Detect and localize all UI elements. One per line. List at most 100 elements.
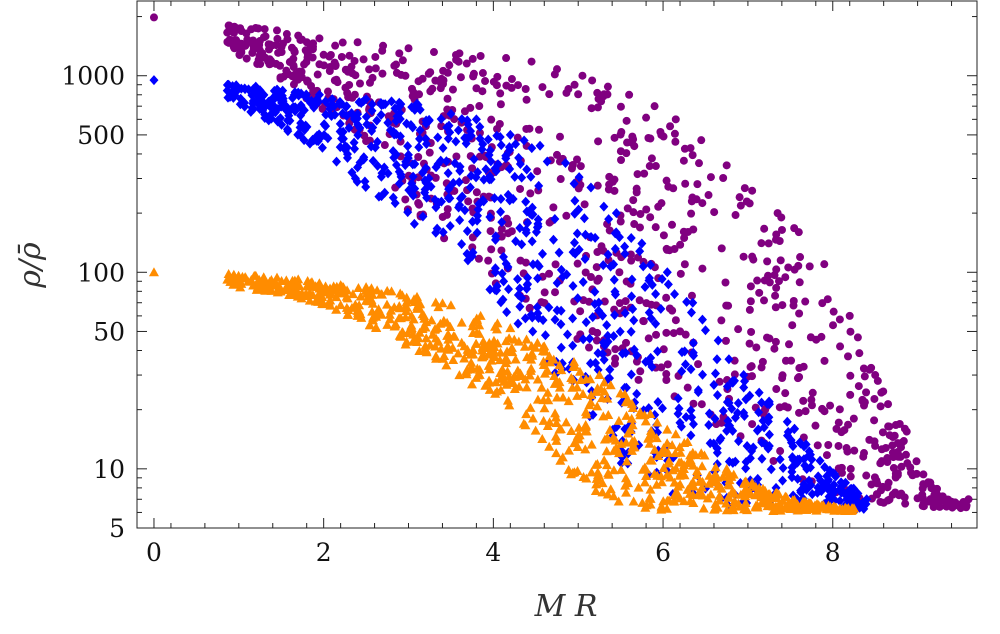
blue-data-point	[610, 309, 620, 320]
purple-data-point	[721, 336, 730, 345]
orange-data-point	[431, 353, 442, 363]
purple-data-point	[632, 184, 641, 193]
purple-data-point	[249, 45, 258, 54]
blue-data-point	[700, 325, 710, 336]
purple-data-point	[415, 90, 424, 99]
purple-data-point	[765, 334, 774, 343]
orange-data-point	[602, 489, 613, 499]
blue-data-point	[609, 274, 619, 285]
orange-data-point	[733, 498, 744, 508]
orange-data-point	[690, 450, 701, 460]
orange-data-point	[354, 300, 365, 310]
purple-data-point	[829, 307, 838, 316]
orange-data-point	[599, 386, 610, 396]
purple-data-point	[837, 468, 846, 477]
purple-data-point	[294, 69, 303, 78]
purple-data-point	[721, 278, 730, 287]
orange-data-point	[580, 419, 591, 429]
purple-data-point	[683, 383, 692, 392]
purple-data-point	[777, 213, 786, 222]
blue-data-point	[573, 293, 583, 304]
blue-data-point	[687, 412, 697, 423]
purple-data-point	[551, 288, 560, 297]
blue-data-point	[686, 405, 696, 416]
purple-data-point	[578, 71, 587, 80]
orange-data-point	[444, 321, 455, 331]
orange-data-point	[580, 444, 591, 454]
purple-data-point	[308, 45, 317, 54]
purple-data-point	[549, 203, 558, 212]
orange-data-point	[670, 429, 681, 439]
purple-data-point	[456, 73, 465, 82]
blue-data-point	[527, 236, 537, 247]
purple-data-point	[468, 204, 477, 213]
y-tick-label: 5	[109, 514, 125, 543]
blue-data-point	[466, 126, 476, 137]
orange-data-point	[510, 354, 521, 364]
orange-data-point	[669, 496, 680, 506]
orange-data-point	[675, 447, 686, 457]
blue-data-point	[370, 142, 380, 153]
orange-data-point	[536, 382, 547, 392]
purple-data-point	[475, 128, 484, 137]
blue-data-point	[296, 118, 306, 129]
blue-data-point	[444, 120, 454, 131]
plot-frame	[136, 0, 978, 529]
purple-data-point	[748, 420, 757, 429]
blue-data-point	[451, 136, 461, 147]
blue-data-point	[615, 326, 625, 337]
blue-data-point	[626, 369, 636, 380]
purple-data-point	[308, 53, 317, 62]
purple-data-point	[873, 376, 882, 385]
blue-data-point	[740, 376, 750, 387]
blue-data-point	[788, 441, 798, 452]
blue-data-point	[712, 354, 722, 365]
purple-data-point	[600, 297, 609, 306]
purple-data-point	[694, 159, 703, 168]
purple-data-point	[935, 502, 944, 511]
blue-data-point	[552, 278, 562, 289]
blue-data-point	[724, 354, 734, 365]
orange-data-point	[586, 390, 597, 400]
purple-data-point	[594, 274, 603, 283]
blue-data-point	[499, 276, 509, 287]
blue-data-point	[626, 232, 636, 243]
axis-tick-labels: 0 2 4 6 8 5 10 50 100 500 1000	[61, 62, 840, 567]
orange-data-point	[382, 285, 393, 295]
blue-data-point	[656, 303, 666, 314]
purple-data-point	[844, 352, 853, 361]
orange-data-point	[670, 463, 681, 473]
blue-data-point	[653, 397, 663, 408]
blue-data-point	[747, 446, 757, 457]
blue-data-point	[651, 318, 661, 329]
blue-data-point	[603, 330, 613, 341]
orange-data-point	[341, 291, 352, 301]
blue-data-point	[764, 412, 774, 423]
blue-data-point	[829, 479, 839, 490]
purple-data-point	[588, 76, 597, 85]
blue-data-point	[475, 121, 485, 132]
purple-data-point	[610, 133, 619, 142]
purple-data-point	[521, 85, 530, 94]
blue-data-point	[778, 475, 788, 486]
orange-data-point	[750, 481, 761, 491]
orange-data-point	[613, 448, 624, 458]
orange-data-point	[697, 490, 708, 500]
y-tick-label: 100	[77, 258, 125, 287]
blue-data-point	[469, 154, 479, 165]
orange-data-point	[525, 402, 536, 412]
purple-data-point	[593, 181, 602, 190]
blue-data-point	[522, 164, 532, 175]
orange-data-point	[447, 342, 458, 352]
blue-data-point	[390, 198, 400, 209]
purple-data-point	[778, 374, 787, 383]
purple-data-point	[884, 478, 893, 487]
blue-data-point	[627, 274, 637, 285]
blue-data-point	[646, 313, 656, 324]
purple-data-point	[824, 440, 833, 449]
orange-data-point	[465, 364, 476, 374]
orange-data-point	[768, 501, 779, 511]
purple-data-point	[476, 52, 485, 61]
blue-data-point	[275, 94, 285, 105]
orange-data-point	[723, 492, 734, 502]
